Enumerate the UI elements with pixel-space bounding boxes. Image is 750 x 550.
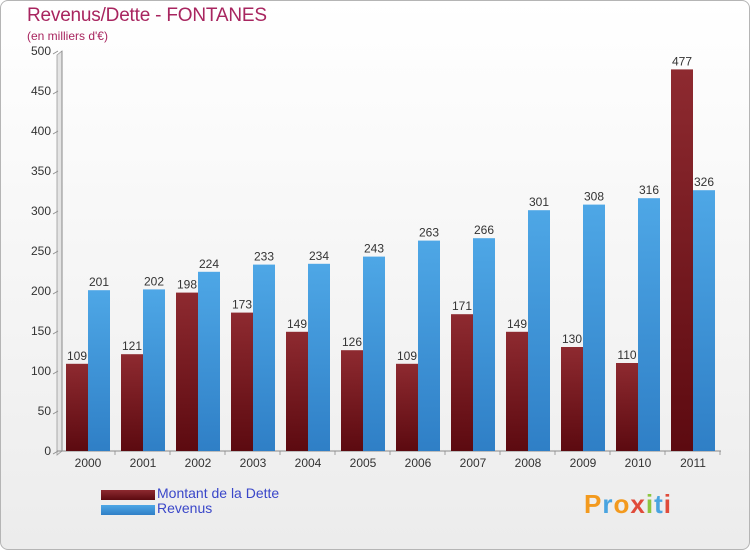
revenue-bar [198, 271, 220, 451]
revenue-value-label: 234 [309, 249, 329, 263]
revenue-bar [528, 210, 550, 451]
y-tick-label: 200 [31, 284, 51, 298]
revenue-bar [88, 290, 110, 451]
debt-value-label: 130 [562, 332, 582, 346]
revenue-bar [363, 256, 385, 451]
debt-value-label: 198 [177, 278, 197, 292]
debt-bar [231, 312, 253, 451]
legend-swatch-debt [101, 490, 155, 500]
x-tick-label: 2001 [130, 456, 157, 470]
x-tick-label: 2011 [680, 456, 706, 470]
debt-bar [176, 292, 198, 451]
revenue-bar [583, 204, 605, 451]
y-tick [52, 90, 59, 95]
debt-bar [671, 69, 693, 452]
y-tick-label: 400 [31, 124, 51, 138]
revenue-bar [308, 263, 330, 451]
x-tick-label: 2009 [570, 456, 597, 470]
debt-value-label: 171 [452, 299, 472, 313]
y-tick [52, 410, 59, 415]
debt-value-label: 477 [672, 54, 692, 68]
revenue-value-label: 233 [254, 250, 274, 264]
debt-bar [561, 347, 583, 451]
y-tick [52, 250, 59, 255]
y-tick-label: 250 [31, 244, 51, 258]
y-tick [52, 50, 59, 55]
debt-bar [616, 363, 638, 451]
x-tick-label: 2004 [295, 456, 322, 470]
legend-swatch-revenue [101, 505, 155, 515]
debt-bar [451, 314, 473, 451]
legend-label-revenue: Revenus [157, 500, 213, 516]
revenue-bar [638, 198, 660, 451]
revenue-value-label: 243 [364, 242, 384, 256]
y-tick [52, 450, 59, 455]
revenue-value-label: 224 [199, 257, 219, 271]
debt-value-label: 121 [122, 339, 142, 353]
y-axis-wall [56, 50, 63, 456]
revenue-bar [693, 190, 715, 451]
debt-value-label: 149 [507, 317, 527, 331]
y-tick-label: 100 [31, 364, 51, 378]
y-tick-label: 450 [31, 84, 51, 98]
y-tick-label: 300 [31, 204, 51, 218]
y-tick [52, 370, 59, 375]
debt-bar [121, 354, 143, 451]
chart-subtitle: (en milliers d'€) [27, 29, 108, 43]
debt-bar [341, 350, 363, 451]
x-tick-label: 2003 [240, 456, 267, 470]
proxiti-logo: Proxiti [584, 489, 672, 519]
y-tick-label: 50 [38, 404, 52, 418]
revenue-bar [473, 238, 495, 451]
chart-title: Revenus/Dette - FONTANES [27, 5, 267, 26]
x-tick-label: 2002 [185, 456, 212, 470]
x-tick-label: 2008 [515, 456, 542, 470]
debt-bar [66, 363, 88, 451]
x-tick-label: 2006 [405, 456, 432, 470]
debt-value-label: 149 [287, 317, 307, 331]
debt-value-label: 109 [67, 349, 87, 363]
revenue-value-label: 263 [419, 226, 439, 240]
revenue-value-label: 202 [144, 274, 164, 288]
y-tick [52, 290, 59, 295]
chart-axes: 0 50 100 150 200 250 300 350 400 450 500 2000 2001 20… [31, 44, 721, 470]
y-tick [52, 210, 59, 215]
x-tick-label: 2005 [350, 456, 377, 470]
y-tick-label: 500 [31, 44, 51, 58]
debt-value-label: 109 [397, 349, 417, 363]
debt-bar [286, 331, 308, 451]
y-tick [52, 330, 59, 335]
revenue-value-label: 316 [639, 183, 659, 197]
revenue-value-label: 308 [584, 190, 604, 204]
x-tick-label: 2010 [625, 456, 652, 470]
y-tick-label: 0 [44, 444, 51, 458]
revenue-value-label: 301 [529, 195, 549, 209]
y-tick-label: 150 [31, 324, 51, 338]
debt-value-label: 126 [342, 335, 362, 349]
debt-bar [506, 331, 528, 451]
revenue-bar [253, 264, 275, 451]
revenue-value-label: 326 [694, 175, 714, 189]
debt-value-label: 110 [617, 348, 636, 362]
y-tick [52, 170, 59, 175]
debt-bar [396, 363, 418, 451]
debt-value-label: 173 [232, 298, 252, 312]
y-tick [52, 130, 59, 135]
y-tick-label: 350 [31, 164, 51, 178]
revenue-value-label: 266 [474, 223, 494, 237]
legend-label-debt: Montant de la Dette [157, 485, 280, 501]
revenue-bar [418, 240, 440, 451]
revenue-bar [143, 289, 165, 451]
revenue-value-label: 201 [89, 275, 109, 289]
x-tick-label: 2000 [75, 456, 102, 470]
x-tick-label: 2007 [460, 456, 487, 470]
